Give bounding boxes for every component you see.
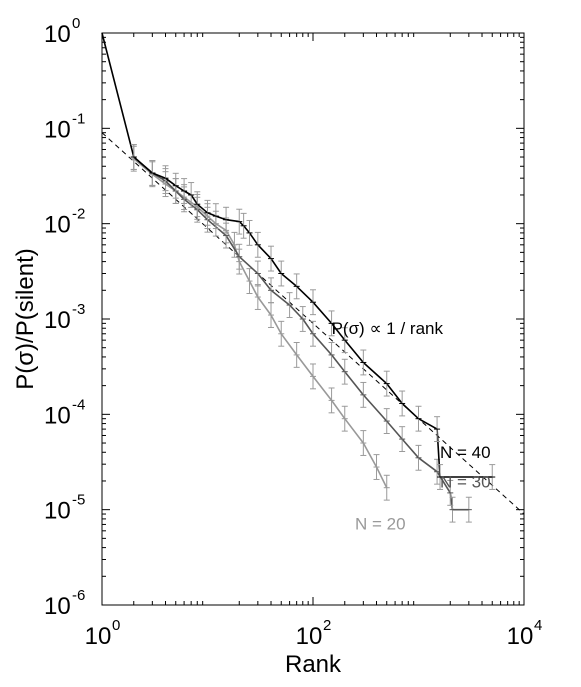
annotation-label: P(σ) ∝ 1 / rank	[332, 319, 444, 338]
data-point-n-30	[268, 277, 275, 304]
data-point-n-40	[341, 327, 348, 354]
data-point-n-40	[212, 203, 219, 230]
data-point-n-30	[254, 260, 261, 287]
data-point-n-30	[310, 320, 316, 347]
data-point-n-40	[194, 191, 201, 218]
data-point-n-30	[415, 444, 422, 471]
reference-line-layer	[102, 132, 524, 515]
data-point-n-30	[447, 479, 454, 506]
y-tick-label: 10	[44, 116, 71, 143]
y-tick-label: 10	[44, 402, 71, 429]
x-tick-label: 10	[85, 623, 112, 650]
data-point-n-40	[328, 310, 335, 337]
x-tick-label: 10	[507, 623, 534, 650]
data-point-n-40	[246, 219, 253, 246]
data-point-n-40	[399, 390, 406, 417]
series-layer	[101, 32, 496, 523]
data-point-n-30	[465, 496, 472, 523]
data-point-n-20	[383, 474, 390, 501]
data-point-n-30	[341, 358, 348, 385]
y-tick-exponent: -5	[72, 492, 85, 509]
data-point-n-40	[383, 370, 390, 397]
data-point-n-20	[373, 454, 380, 480]
data-point-n-40	[254, 231, 261, 258]
data-point-n-20	[341, 405, 348, 432]
data-point-n-40	[415, 405, 422, 432]
data-point-n-30	[299, 306, 306, 332]
reference-line-inverse-rank	[102, 132, 524, 515]
annotation-label: N = 40	[440, 443, 491, 462]
data-point-n-30	[236, 243, 243, 270]
data-point-n-30	[328, 341, 335, 368]
y-tick-exponent: -3	[72, 301, 85, 318]
data-point-n-40	[223, 206, 230, 233]
data-point-n-20	[246, 268, 253, 294]
y-tick-label: 10	[44, 498, 71, 525]
series-line-n-40	[101, 32, 493, 478]
plot-frame	[101, 32, 525, 606]
data-point-n-30	[383, 408, 390, 434]
y-tick-exponent: -2	[72, 206, 85, 223]
series-line-n-30	[133, 156, 469, 511]
y-axis-label: P(σ)/P(silent)	[12, 248, 39, 390]
data-point-n-20	[310, 363, 316, 390]
data-point-n-30	[399, 426, 406, 453]
x-axis-label: Rank	[285, 651, 342, 678]
y-tick-exponent: 0	[72, 15, 80, 32]
data-point-n-40	[240, 212, 247, 239]
data-point-n-20	[360, 430, 367, 456]
y-tick-label: 10	[44, 212, 71, 239]
data-point-n-40	[360, 349, 367, 376]
annotation-label: N = 30	[440, 473, 491, 492]
data-point-n-40	[162, 165, 169, 192]
data-point-n-20	[328, 387, 335, 414]
data-point-n-40	[489, 464, 496, 490]
x-tick-label: 10	[296, 623, 323, 650]
data-point-n-40	[434, 416, 441, 443]
data-point-n-40	[130, 144, 137, 170]
x-tick-exponent: 2	[323, 617, 331, 634]
y-tick-label: 10	[44, 593, 71, 620]
data-point-n-40	[310, 289, 316, 316]
y-tick-exponent: -1	[72, 110, 85, 127]
data-point-n-40	[268, 245, 275, 272]
data-point-n-40	[236, 208, 243, 235]
data-point-n-40	[172, 172, 179, 199]
data-point-n-20	[278, 320, 285, 347]
data-point-n-20	[268, 302, 275, 328]
data-point-n-40	[293, 273, 300, 300]
data-point-n-20	[293, 341, 300, 368]
data-point-n-40	[278, 260, 285, 287]
x-tick-exponent: 0	[112, 617, 120, 634]
data-point-n-40	[437, 464, 444, 490]
data-point-n-30	[286, 292, 293, 318]
annotation-label: N = 20	[355, 514, 406, 533]
annotation-layer: P(σ) ∝ 1 / rank N = 40 N = 30 N = 20	[332, 319, 491, 534]
data-point-n-40	[181, 178, 188, 204]
data-point-n-40	[149, 160, 156, 186]
data-point-n-40	[188, 182, 195, 208]
x-tick-exponent: 4	[534, 617, 542, 634]
y-tick-label: 10	[44, 21, 71, 48]
y-tick-exponent: -6	[72, 587, 85, 604]
data-point-n-30	[360, 381, 367, 408]
y-tick-label: 10	[44, 307, 71, 334]
data-point-n-20	[254, 284, 261, 310]
y-tick-exponent: -4	[72, 396, 85, 413]
axis-ticks: 10 0 10 2 10 410 010 -110 -210 -310 -410 -510 -6	[44, 15, 542, 650]
data-point-n-40	[204, 199, 211, 226]
data-point-n-30	[449, 496, 456, 523]
